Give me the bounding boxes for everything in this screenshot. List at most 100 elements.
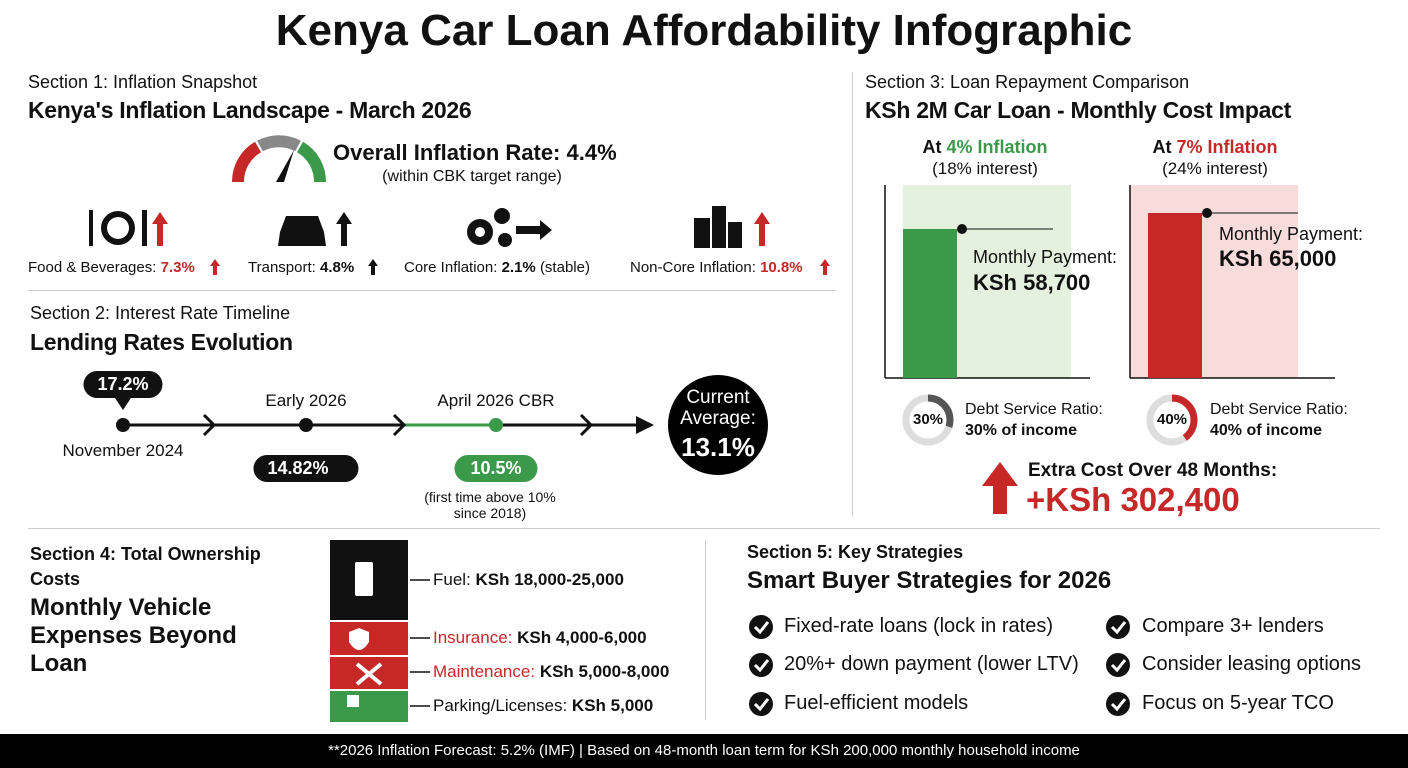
- timeline-node: [116, 418, 130, 432]
- strategy: Fuel-efficient models: [784, 692, 969, 714]
- scenario-interest: (24% interest): [1162, 159, 1268, 178]
- item-value: 2.1%: [501, 259, 536, 276]
- section-label: Section 3: Loan Repayment Comparison: [865, 72, 1190, 92]
- chevron: [202, 413, 217, 437]
- dsr-label: Debt Service Ratio:: [1210, 401, 1348, 418]
- food-icon: [89, 210, 168, 246]
- scenario-inflation: 7% Inflation: [1176, 137, 1278, 157]
- title: Kenya Car Loan Affordability Infographic: [275, 6, 1133, 55]
- payment-value: KSh 65,000: [1219, 246, 1337, 271]
- section-label: Section 1: Inflation Snapshot: [28, 72, 258, 92]
- section-label: Section 2: Interest Rate Timeline: [30, 303, 291, 323]
- overall-note: (within CBK target range): [382, 168, 562, 185]
- divider: [705, 540, 706, 720]
- strategy: Consider leasing options: [1142, 653, 1362, 675]
- footer: **2026 Inflation Forecast: 5.2% (IMF) | …: [328, 742, 1080, 759]
- current-value: 13.1%: [681, 432, 755, 462]
- up-arrow: [210, 259, 220, 275]
- expense-item: Insurance: KSh 4,000-6,000: [433, 628, 647, 648]
- timeline-date: Early 2026: [265, 391, 347, 410]
- scenario-prefix: At: [922, 137, 942, 157]
- chevron: [392, 413, 407, 437]
- leader-dot: [957, 223, 967, 234]
- scenario-title: At 4% Inflation: [922, 137, 1047, 158]
- timeline-date: April 2026 CBR: [437, 391, 555, 410]
- strategy: Compare 3+ lenders: [1142, 615, 1324, 637]
- fuel-block: [330, 540, 408, 620]
- section-label: Section 5: Key Strategies: [747, 542, 964, 562]
- expense-item: Fuel: KSh 18,000-25,000: [433, 570, 624, 590]
- chevron: [579, 413, 594, 437]
- gauge-red: [231, 141, 262, 183]
- item-label: Core Inflation:: [404, 259, 498, 276]
- dsr-note: 30% of income: [965, 422, 1078, 439]
- rate-pill: 17.2%: [83, 371, 163, 398]
- insurance-block: [330, 622, 408, 655]
- payment-value: KSh 58,700: [973, 270, 1091, 295]
- item-value: 4.8%: [319, 259, 355, 276]
- pill-pointer: [115, 398, 131, 410]
- scenario-title: At 7% Inflation: [1152, 137, 1277, 158]
- payment-bar: [1148, 213, 1202, 378]
- item-value: 7.3%: [160, 259, 195, 276]
- up-arrow: [820, 259, 830, 275]
- leader-dot: [1202, 208, 1212, 218]
- timeline-node: [299, 418, 313, 432]
- parking-block: [330, 691, 408, 722]
- car-icon: [278, 212, 352, 246]
- divider: [852, 72, 853, 516]
- expense-value: KSh 5,000-8,000: [539, 662, 670, 681]
- dsr-label: Debt Service Ratio:: [965, 401, 1103, 418]
- timeline-arrow: [636, 416, 654, 434]
- payment-label: Monthly Payment:: [973, 247, 1118, 267]
- divider: [28, 290, 836, 291]
- payment-label: Monthly Payment:: [1219, 224, 1364, 244]
- scenario-inflation: 4% Inflation: [946, 137, 1048, 157]
- inflation-item: Non-Core Inflation: 10.8%: [630, 259, 803, 276]
- gear-icon: [467, 208, 552, 247]
- section-heading: Smart Buyer Strategies for 2026: [747, 567, 1112, 594]
- item-note: (stable): [539, 259, 590, 276]
- item-label: Non-Core Inflation:: [630, 259, 756, 276]
- expense-label: Maintenance:: [433, 662, 536, 681]
- chart-background: [1130, 185, 1298, 378]
- section-heading: Monthly Vehicle Expenses Beyond Loan: [30, 594, 237, 678]
- fuel-icon: [355, 562, 373, 596]
- dsr-value: 30%: [912, 411, 944, 428]
- gauge-needle: [276, 150, 294, 182]
- extra-label: Extra Cost Over 48 Months:: [1028, 460, 1278, 481]
- inflation-item: Food & Beverages: 7.3%: [28, 259, 195, 276]
- shield-icon: [349, 628, 369, 650]
- inflation-item: Transport: 4.8%: [248, 259, 354, 276]
- up-arrow: [368, 259, 378, 275]
- dsr-note: 40% of income: [1210, 422, 1323, 439]
- strategy: Focus on 5-year TCO: [1142, 692, 1334, 714]
- parking-icon: [347, 695, 359, 707]
- expense-value: KSh 4,000-6,000: [517, 628, 647, 647]
- dsr-value: 40%: [1156, 411, 1188, 428]
- extra-value: +KSh 302,400: [1026, 481, 1240, 518]
- strategy: 20%+ down payment (lower LTV): [784, 653, 1079, 675]
- expense-label: Parking/Licenses:: [433, 696, 568, 715]
- overall-label: Overall Inflation Rate:: [333, 140, 561, 165]
- footer-bar: [0, 734, 1408, 768]
- item-label: Food & Beverages:: [28, 259, 157, 276]
- timeline-date: November 2024: [62, 441, 184, 460]
- gauge-gray: [257, 135, 301, 152]
- payment-bar: [903, 228, 957, 378]
- expense-item: Parking/Licenses: KSh 5,000: [433, 696, 653, 716]
- section-heading: Kenya's Inflation Landscape - March 2026: [28, 97, 472, 123]
- expense-label: Fuel:: [433, 570, 471, 589]
- rate-pill: 10.5%: [454, 455, 538, 482]
- rate-pill: 14.82%: [253, 455, 359, 482]
- maintenance-block: [330, 657, 408, 689]
- expense-label: Insurance:: [433, 628, 513, 647]
- section-heading: Lending Rates Evolution: [30, 329, 293, 355]
- inflation-item: Core Inflation: 2.1% (stable): [404, 259, 590, 276]
- current-label: Current Average:: [680, 387, 756, 429]
- expense-value: KSh 5,000: [571, 696, 654, 715]
- scenario-prefix: At: [1152, 137, 1172, 157]
- extra-arrow: [982, 462, 1018, 514]
- tools-icon: [355, 662, 383, 686]
- section-label: Section 4: Total Ownership Costs: [30, 544, 261, 590]
